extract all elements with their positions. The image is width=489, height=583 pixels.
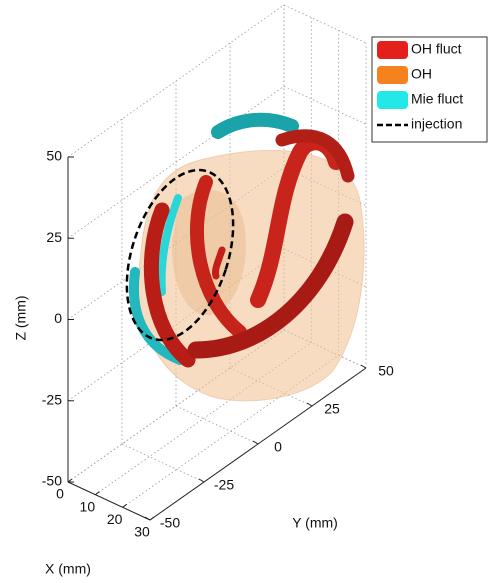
grid-line xyxy=(67,85,285,239)
legend-swatch xyxy=(377,91,408,109)
y-tick-label: 25 xyxy=(324,401,340,417)
y-tick-label: 0 xyxy=(274,439,282,455)
grid-line xyxy=(283,85,367,125)
oh-fluct-surface xyxy=(212,246,226,280)
mie-fluct-surface xyxy=(157,194,182,296)
tick-mark xyxy=(306,402,313,407)
x-tick-label: 10 xyxy=(80,498,96,514)
tick-mark xyxy=(67,478,73,483)
y-axis-label: Y (mm) xyxy=(292,515,338,531)
oh-fluct-surface xyxy=(187,213,354,359)
legend-label: Mie fluct xyxy=(411,91,463,107)
y-tick-label: -25 xyxy=(214,477,234,493)
tick-mark xyxy=(144,516,151,521)
injection-ring xyxy=(125,168,235,342)
oh-surface xyxy=(138,149,365,402)
axes: -50 -25 0 25 50 0 10 20 30 -50 -25 0 25 50 xyxy=(42,148,394,540)
tick-mark xyxy=(252,440,259,445)
y-tick-label: 50 xyxy=(378,363,394,379)
z-tick-label: -50 xyxy=(42,473,62,489)
isosurfaces xyxy=(125,112,365,402)
grid-line xyxy=(121,443,205,483)
mie-fluct-surface xyxy=(211,112,299,139)
z-tick-label: 50 xyxy=(46,148,62,164)
legend-label: injection xyxy=(411,116,462,132)
oh-fluct-surface xyxy=(143,202,196,368)
x-tick-label: 30 xyxy=(134,524,150,540)
tick-mark xyxy=(149,516,155,521)
grid-line xyxy=(283,4,367,44)
oh-fluct-surface xyxy=(189,175,247,339)
x-axis xyxy=(67,481,151,521)
oh-fluct-surface xyxy=(275,129,355,183)
legend-swatch xyxy=(377,41,408,59)
tick-mark xyxy=(360,364,367,369)
z-axis-label: Z (mm) xyxy=(13,295,29,340)
y-tick-label: -50 xyxy=(160,515,180,531)
grid-line xyxy=(175,405,259,445)
tick-mark xyxy=(122,503,127,508)
legend: OH fluct OH Mie fluct injection xyxy=(371,36,488,143)
legend-label: OH xyxy=(411,66,432,82)
legend-swatch xyxy=(377,66,408,84)
legend-label: OH fluct xyxy=(411,41,462,57)
mie-fluct-surface xyxy=(129,267,185,365)
z-tick-label: -25 xyxy=(42,391,62,407)
x-tick-label: 0 xyxy=(56,486,64,502)
x-axis-label: X (mm) xyxy=(45,561,91,577)
z-tick-label: 0 xyxy=(54,310,62,326)
z-tick-label: 25 xyxy=(46,229,62,245)
tick-mark xyxy=(198,478,205,483)
tick-mark xyxy=(95,491,100,496)
x-tick-label: 20 xyxy=(107,511,123,527)
